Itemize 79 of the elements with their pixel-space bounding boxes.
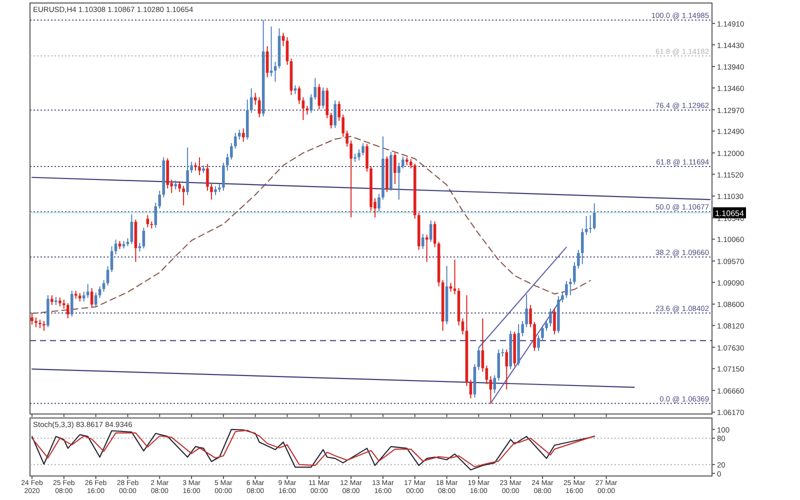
candlestick	[493, 374, 496, 394]
candlestick	[580, 228, 584, 265]
candlestick	[90, 288, 94, 308]
candlestick	[34, 316, 38, 328]
candlestick	[238, 129, 241, 140]
candlestick	[350, 140, 352, 218]
candlestick	[541, 324, 544, 342]
candlestick	[198, 156, 201, 176]
candlestick	[338, 100, 340, 122]
candlestick	[110, 246, 114, 273]
candlestick	[334, 100, 336, 128]
candlestick	[242, 128, 245, 142]
candlestick	[362, 142, 364, 156]
candlestick	[469, 379, 472, 399]
candlestick	[94, 292, 98, 308]
candlestick	[258, 96, 261, 118]
candlestick	[525, 294, 528, 328]
candlestick	[178, 180, 181, 193]
candlestick	[553, 308, 556, 335]
candlestick	[66, 302, 70, 319]
candlestick	[298, 86, 301, 104]
candlestick	[394, 152, 396, 185]
candlestick	[154, 202, 158, 228]
candlestick	[402, 156, 404, 169]
candlestick	[266, 46, 269, 78]
candlestick	[569, 278, 572, 296]
candlestick	[561, 291, 564, 303]
candlestick	[314, 78, 317, 100]
candlestick	[342, 114, 344, 138]
candlestick	[505, 349, 508, 390]
candlestick	[270, 26, 273, 77]
candlestick	[82, 291, 86, 302]
candlestick	[521, 320, 524, 337]
candlestick	[588, 214, 592, 234]
candlestick	[477, 347, 480, 370]
candlestick	[42, 320, 46, 332]
candlestick	[584, 216, 588, 236]
candlestick	[190, 161, 193, 174]
candlestick	[226, 153, 229, 172]
candlestick	[50, 294, 54, 306]
candlestick	[182, 185, 185, 206]
candlestick	[378, 193, 380, 212]
candlestick	[142, 227, 146, 250]
candlestick	[322, 87, 325, 109]
candlestick	[537, 334, 540, 352]
candlestick	[230, 142, 233, 160]
candlestick	[573, 262, 576, 286]
candlestick	[234, 132, 237, 149]
candlestick	[529, 304, 532, 328]
candlestick	[330, 112, 333, 129]
line-series	[31, 136, 591, 314]
candlestick	[576, 249, 580, 270]
candlestick	[398, 162, 400, 200]
candlestick	[318, 83, 321, 110]
candlestick	[485, 365, 488, 385]
candlestick	[286, 36, 289, 66]
candlestick	[346, 130, 348, 148]
candlestick	[453, 259, 456, 295]
candlestick	[30, 313, 34, 326]
candlestick	[545, 320, 548, 332]
candlestick	[366, 144, 368, 172]
candlestick	[549, 308, 552, 327]
candlestick	[206, 164, 209, 192]
candlestick	[533, 321, 536, 352]
candlestick	[210, 184, 213, 200]
candlestick	[274, 61, 277, 82]
candlestick	[186, 147, 189, 196]
candlestick	[421, 233, 424, 250]
candlestick	[222, 162, 225, 192]
candlestick	[282, 32, 285, 47]
candlestick	[461, 318, 464, 335]
candlestick	[158, 190, 162, 209]
candlestick	[302, 96, 305, 120]
candlestick	[565, 280, 568, 298]
candlestick	[102, 280, 106, 292]
candlestick	[358, 148, 360, 161]
candlestick	[409, 158, 412, 169]
candlestick	[146, 214, 150, 228]
candlestick	[70, 290, 74, 318]
